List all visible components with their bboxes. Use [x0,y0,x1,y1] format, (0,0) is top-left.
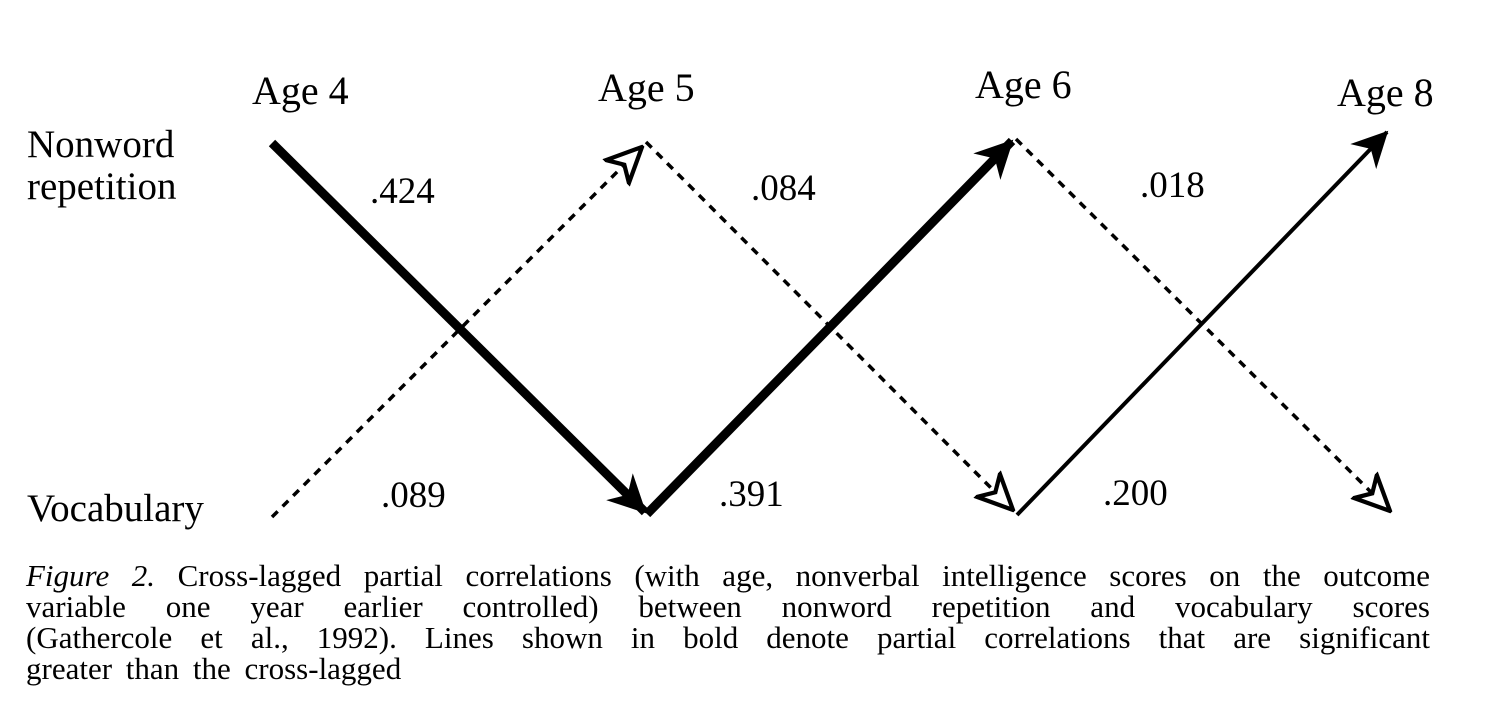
path-089-arrow [270,147,642,519]
correlation-value-200: .200 [1103,473,1168,514]
path-018-arrow [1014,137,1390,511]
age-label-8: Age 8 [1337,70,1434,115]
caption-text-1: Cross-lagged partial correlations (with … [177,558,1431,593]
age-label-4: Age 4 [252,68,349,113]
correlation-value-084: .084 [751,168,816,209]
path-424-arrow [268,139,649,516]
row-label-nonword-line1: Nonword [27,123,175,166]
caption-line-1: Figure 2. Cross-lagged partial correlati… [26,560,1430,591]
correlation-value-424: .424 [370,171,435,212]
figure-caption: Figure 2. Cross-lagged partial correlati… [26,560,1430,684]
correlation-value-391: .391 [719,474,784,515]
caption-line-4: greater than the cross-lagged [26,651,402,686]
path-391-arrow [643,137,1016,518]
correlation-value-018: .018 [1140,165,1205,206]
figure-label: Figure 2. [26,558,156,593]
caption-line-2: variable one year earlier controlled) be… [26,589,1430,624]
path-200-arrow [1015,130,1389,517]
row-label-nonword-line2: repetition [27,165,177,208]
age-label-6: Age 6 [975,62,1072,107]
correlation-value-089: .089 [381,475,446,516]
row-label-vocabulary: Vocabulary [27,487,204,530]
age-label-5: Age 5 [598,65,695,110]
caption-line-3: (Gathercole et al., 1992). Lines shown i… [26,620,1430,655]
